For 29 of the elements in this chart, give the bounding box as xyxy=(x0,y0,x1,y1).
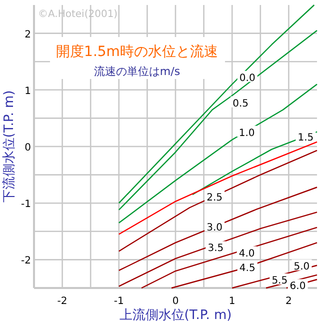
y-axis-title: 下流側水位(T.P. m) xyxy=(1,90,17,203)
annotation: 2.5 xyxy=(206,192,223,204)
line-series xyxy=(118,186,318,272)
y-tick-label: 2 xyxy=(24,29,31,40)
x-tick-label: 2 xyxy=(286,296,292,307)
line-series xyxy=(118,84,318,224)
x-tick-label: 0 xyxy=(172,296,179,307)
y-tick-label: 0 xyxy=(24,142,31,154)
x-tick-label: -1 xyxy=(114,296,124,307)
text: 開度1.5m時の水位と流速 xyxy=(56,44,218,60)
x-tick-label: 1 xyxy=(228,296,236,307)
annotation: 1.0 xyxy=(238,128,255,139)
annotation: 1.5 xyxy=(298,132,314,144)
x-axis-title: 上流側水位(T.P. m) xyxy=(119,307,232,321)
annotation: 5.0 xyxy=(294,261,310,272)
annotation: 6.0 xyxy=(290,281,306,292)
x-tick-label: -2 xyxy=(57,296,68,307)
y-tick-label: -1 xyxy=(21,199,31,210)
annotation: ©A.Hotei(2001) xyxy=(38,9,118,20)
annotation: 5.5 xyxy=(272,276,288,287)
annotation: 4.5 xyxy=(239,263,256,274)
annotation: 3.0 xyxy=(206,222,223,234)
annotation: 0.5 xyxy=(232,98,249,110)
y-tick-label: -2 xyxy=(21,256,31,267)
annotation: 4.0 xyxy=(238,248,255,260)
annotation: 0.0 xyxy=(239,72,256,84)
text: 流速の単位はm/s xyxy=(94,65,180,78)
annotation: 3.5 xyxy=(208,243,224,254)
y-tick-label: 1 xyxy=(24,86,31,97)
